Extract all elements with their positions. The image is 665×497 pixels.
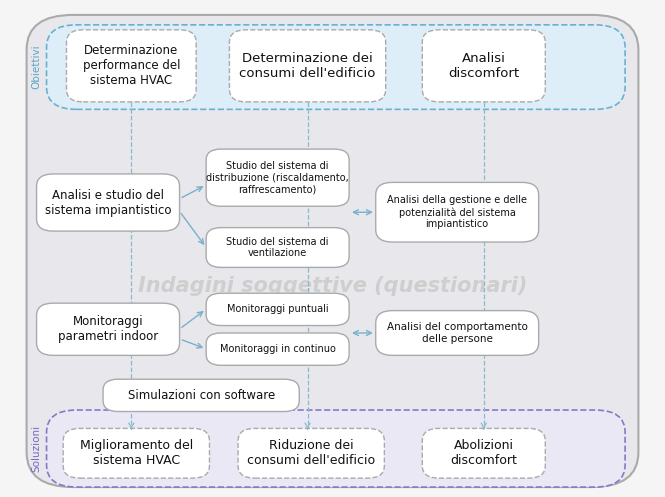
FancyBboxPatch shape	[63, 428, 209, 478]
Text: Obiettivi: Obiettivi	[31, 45, 42, 89]
FancyBboxPatch shape	[47, 25, 625, 109]
FancyBboxPatch shape	[422, 428, 545, 478]
Text: Monitoraggi
parametri indoor: Monitoraggi parametri indoor	[58, 315, 158, 343]
FancyBboxPatch shape	[206, 149, 349, 206]
Text: Determinazione dei
consumi dell'edificio: Determinazione dei consumi dell'edificio	[239, 52, 376, 80]
FancyBboxPatch shape	[422, 30, 545, 102]
Text: Analisi e studio del
sistema impiantistico: Analisi e studio del sistema impiantisti…	[45, 188, 172, 217]
Text: Analisi della gestione e delle
potenzialità del sistema
impiantistico: Analisi della gestione e delle potenzial…	[387, 195, 527, 229]
Text: Riduzione dei
consumi dell'edificio: Riduzione dei consumi dell'edificio	[247, 439, 375, 467]
Text: Soluzioni: Soluzioni	[31, 425, 42, 472]
FancyBboxPatch shape	[206, 293, 349, 326]
FancyBboxPatch shape	[229, 30, 386, 102]
Text: Analisi
discomfort: Analisi discomfort	[448, 52, 519, 80]
Text: Studio del sistema di
distribuzione (riscaldamento,
raffrescamento): Studio del sistema di distribuzione (ris…	[206, 161, 349, 194]
FancyBboxPatch shape	[206, 333, 349, 365]
FancyBboxPatch shape	[47, 410, 625, 487]
FancyBboxPatch shape	[27, 15, 638, 487]
Text: Studio del sistema di
ventilazione: Studio del sistema di ventilazione	[226, 237, 329, 258]
Text: Abolizioni
discomfort: Abolizioni discomfort	[450, 439, 517, 467]
Text: Indagini soggettive (questionari): Indagini soggettive (questionari)	[138, 276, 527, 296]
FancyBboxPatch shape	[103, 379, 299, 412]
Text: Simulazioni con software: Simulazioni con software	[128, 389, 275, 402]
FancyBboxPatch shape	[66, 30, 196, 102]
Text: Analisi del comportamento
delle persone: Analisi del comportamento delle persone	[387, 322, 527, 344]
FancyBboxPatch shape	[37, 303, 180, 355]
FancyBboxPatch shape	[376, 311, 539, 355]
Text: Miglioramento del
sistema HVAC: Miglioramento del sistema HVAC	[80, 439, 193, 467]
FancyBboxPatch shape	[376, 182, 539, 242]
FancyBboxPatch shape	[206, 228, 349, 267]
Text: Monitoraggi in continuo: Monitoraggi in continuo	[219, 344, 336, 354]
FancyBboxPatch shape	[37, 174, 180, 231]
FancyBboxPatch shape	[238, 428, 384, 478]
Text: Monitoraggi puntuali: Monitoraggi puntuali	[227, 304, 329, 315]
Text: Determinazione
performance del
sistema HVAC: Determinazione performance del sistema H…	[82, 44, 180, 87]
